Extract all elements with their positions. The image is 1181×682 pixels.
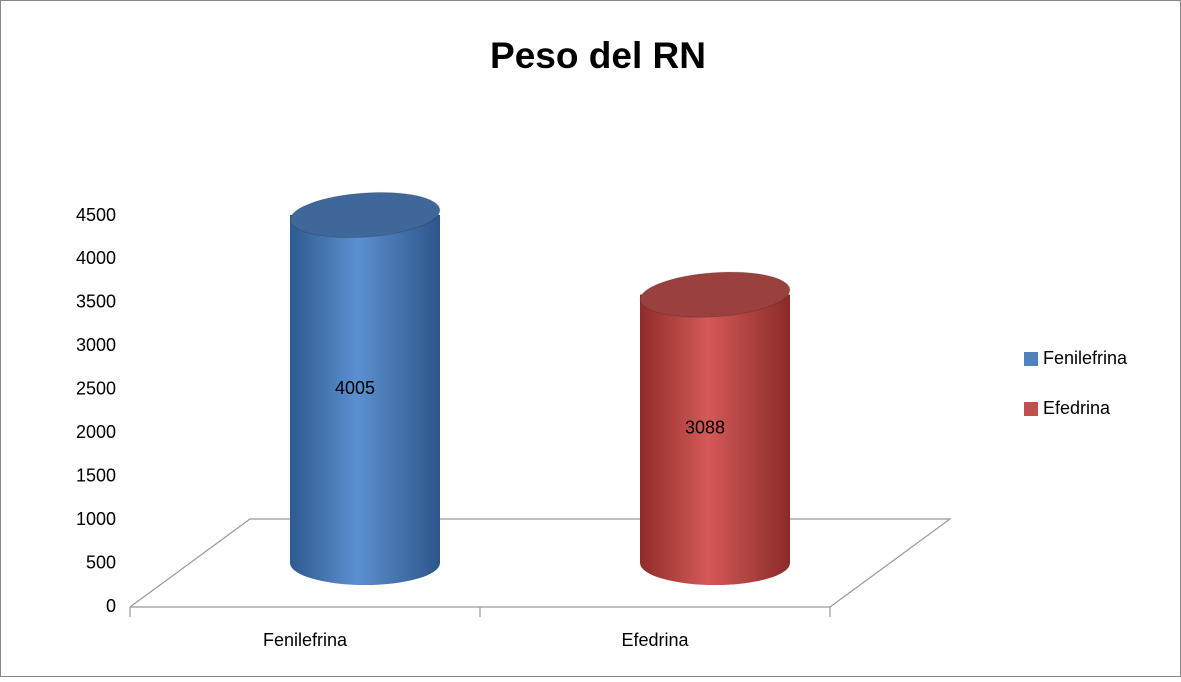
floor [129,518,952,617]
bar-top [639,271,791,318]
y-tick-label: 3500 [76,292,116,312]
legend-swatch [1024,352,1038,366]
y-tick-label: 500 [86,552,116,572]
legend-swatch [1024,402,1038,416]
y-tick-label: 0 [106,596,116,616]
legend-label: Efedrina [1043,398,1111,418]
y-tick-label: 1000 [76,509,116,529]
chart-title: Peso del RN [490,35,706,76]
data-label: 3088 [685,418,725,438]
y-tick-label: 3000 [76,335,116,355]
y-tick-label: 2000 [76,422,116,442]
data-label: 4005 [335,378,375,398]
y-tick-label: 1500 [76,465,116,485]
x-tick-label: Efedrina [621,630,689,650]
x-tick-label: Fenilefrina [263,630,348,650]
y-tick-label: 4000 [76,248,116,268]
bar [290,215,440,585]
y-tick-label: 4500 [76,205,116,225]
y-tick-label: 2500 [76,379,116,399]
bar [640,294,790,585]
bar-top [289,191,441,239]
legend-label: Fenilefrina [1043,348,1128,368]
